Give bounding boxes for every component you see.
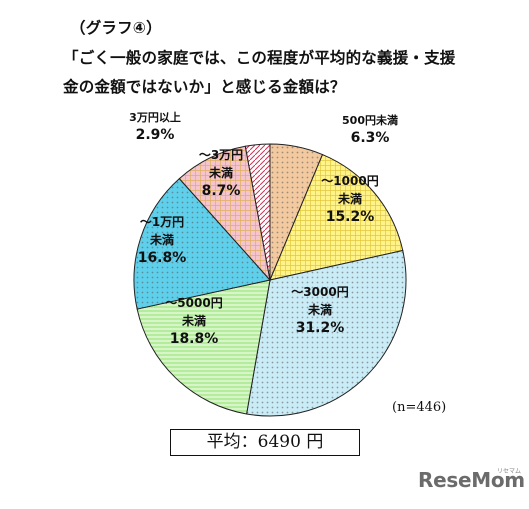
slice-value-label: 16.8% [138, 250, 187, 266]
pie-slice-pattern [136, 279, 271, 415]
slice-label: ～5000円未満 18.8% [165, 296, 222, 347]
slice-category-label: ～1000円 [321, 174, 378, 188]
slice-category-label: 未満 [208, 165, 233, 180]
slice-value-label: 8.7% [202, 183, 241, 199]
pie-slice-pattern [133, 177, 271, 310]
slice-category-label: ～1万円 [140, 215, 184, 229]
slice-category-label: 未満 [307, 302, 332, 317]
slice-label: ～3万円未満 8.7% [199, 148, 243, 199]
slice-category-label: 500円未満 [342, 113, 398, 127]
slice-category-label: 未満 [181, 313, 206, 328]
slice-category-label: 未満 [149, 232, 174, 247]
slice-category-label: ～5000円 [165, 296, 222, 310]
slice-label: ～1万円未満 16.8% [138, 215, 187, 266]
slice-label: ～1000円未満 15.2% [321, 174, 378, 225]
slice-category-label: ～3万円 [199, 148, 243, 162]
sample-size-note: (n=446) [392, 400, 447, 415]
chart-title-line1: （グラフ④） [70, 19, 162, 37]
pie-slice-pattern [269, 153, 404, 281]
slice-category-label: 未満 [337, 191, 362, 206]
slice-value-label: 2.9% [136, 127, 175, 143]
slice-label: 3万円以上 2.9% [129, 110, 181, 143]
chart-title-line3: 金の金額ではないか」と感じる金額は？ [63, 78, 346, 96]
slice-category-label: ～3000円 [291, 285, 348, 299]
slice-label: ～3000円未満 31.2% [291, 285, 348, 336]
chart-title-line2: 「ごく一般の家庭では、この程度が平均的な義援・支援 [63, 49, 456, 67]
slice-value-label: 6.3% [351, 130, 390, 146]
slice-label: 500円未満 6.3% [342, 113, 398, 146]
resemom-logo: ReseMom [418, 468, 525, 492]
resemom-logo-sub: リセマム [497, 468, 522, 475]
slice-value-label: 15.2% [326, 209, 375, 225]
slice-value-label: 31.2% [296, 320, 345, 336]
slice-value-label: 18.8% [170, 331, 219, 347]
slice-category-label: 3万円以上 [129, 110, 181, 124]
pie-slice-pattern [244, 143, 271, 281]
pie-slice-pattern [246, 249, 407, 417]
average-box: 平均：6490 円 [170, 429, 360, 456]
